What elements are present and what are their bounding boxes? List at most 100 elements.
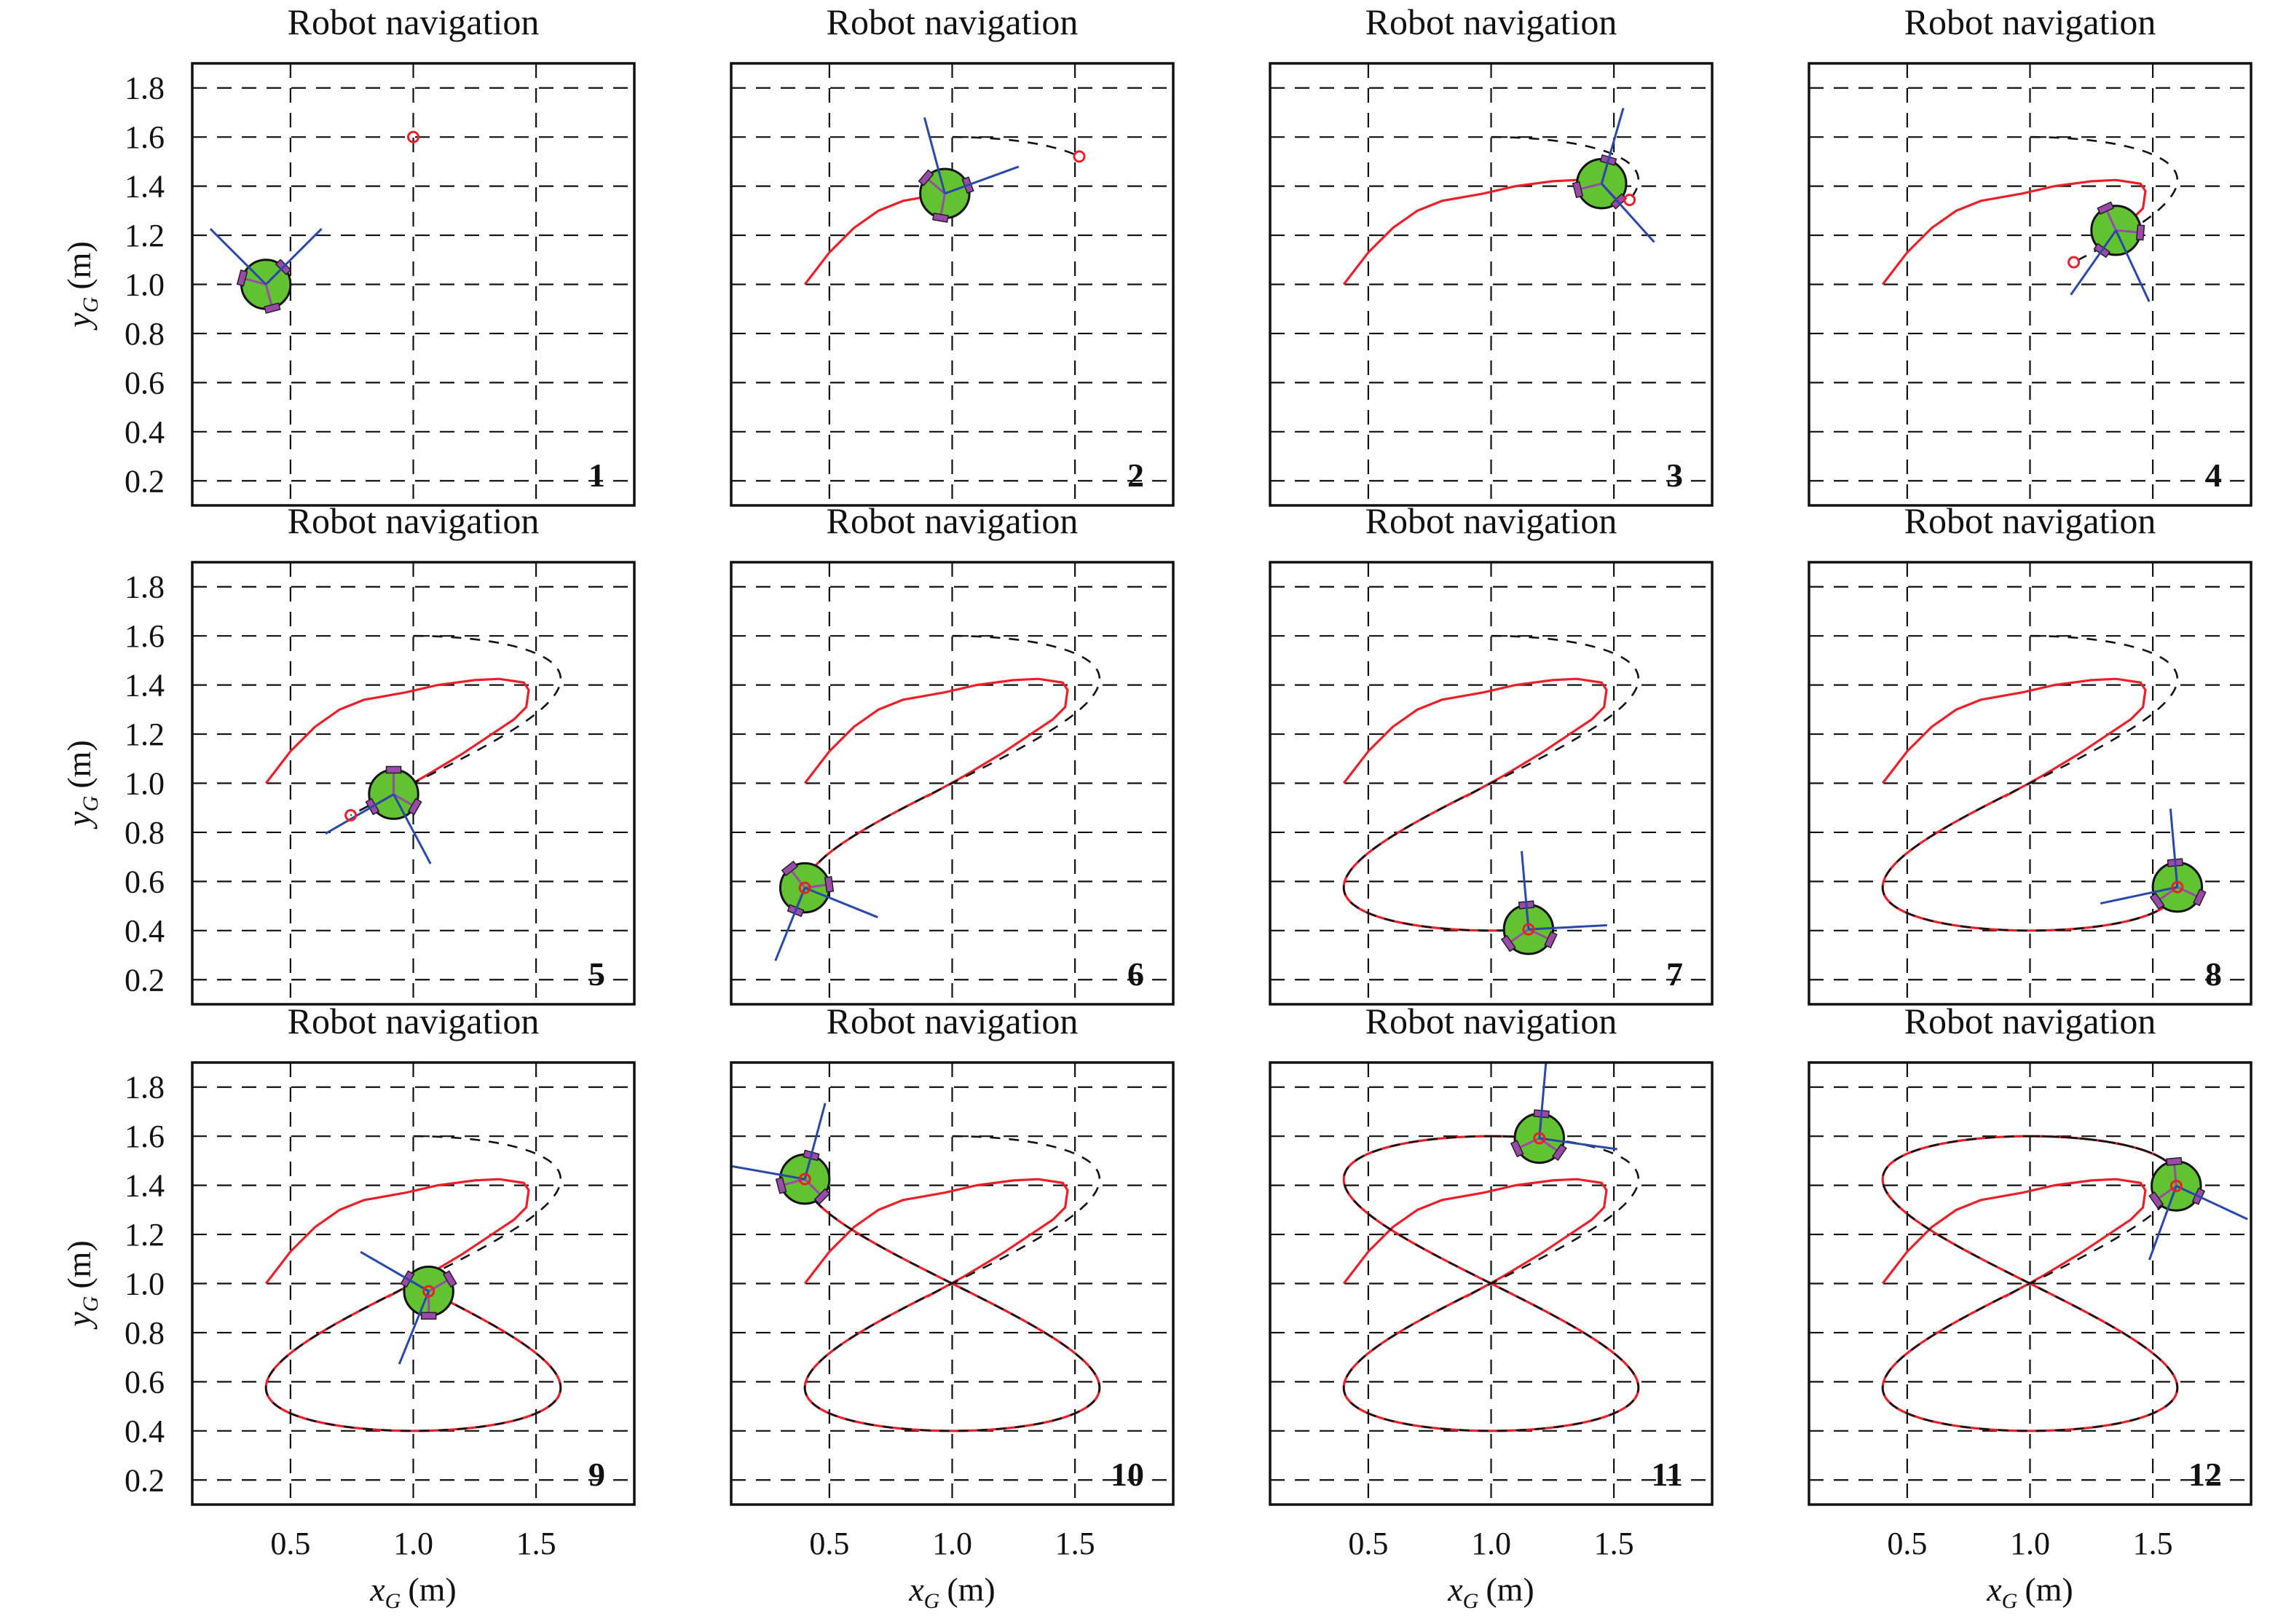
wheel xyxy=(775,1177,787,1194)
wheel xyxy=(813,1188,831,1205)
y-tick-label: 0.4 xyxy=(125,913,165,949)
panel-title: Robot navigation xyxy=(1904,1001,2156,1041)
robot-frame-axis xyxy=(1600,108,1625,184)
plot-area xyxy=(774,634,1101,961)
plot-frame xyxy=(1269,561,1714,1006)
wheel-spoke xyxy=(242,277,267,285)
reference-point-marker xyxy=(1073,150,1086,163)
panel-title: Robot navigation xyxy=(288,1001,540,1041)
x-axis-unit: (m) xyxy=(2025,1571,2073,1608)
plot-frame xyxy=(1269,1061,1714,1506)
y-tick-label: 0.2 xyxy=(125,962,165,998)
x-tick-label: 1.5 xyxy=(2133,1526,2173,1561)
plot-frame xyxy=(1269,62,1714,507)
robot-frame-axis xyxy=(1539,1137,1617,1151)
actual-trajectory-line xyxy=(1342,178,1602,285)
robot xyxy=(209,228,323,314)
reference-trajectory-line xyxy=(803,634,1101,888)
plot-frame xyxy=(1808,1061,2252,1506)
x-axis-unit: (m) xyxy=(408,1571,456,1608)
x-axis-label: xG (m) xyxy=(1986,1571,2073,1613)
robot xyxy=(918,117,1020,223)
y-tick-label: 1.0 xyxy=(125,267,165,303)
robot-frame-axis xyxy=(2070,229,2117,296)
reference-trajectory-line xyxy=(952,135,1080,158)
robot-frame-axis xyxy=(803,1103,827,1180)
reference-point-marker xyxy=(407,130,419,143)
y-tick-label: 1.4 xyxy=(125,668,165,703)
robot-frame-axis xyxy=(944,165,1020,195)
plot-area xyxy=(1342,634,1640,955)
reference-trajectory-line xyxy=(1881,1135,2179,1432)
panel-number: 10 xyxy=(1111,1456,1144,1493)
panel-number: 8 xyxy=(2205,955,2222,993)
y-axis-unit: (m) xyxy=(60,1240,98,1288)
reference-point-marker xyxy=(1522,923,1535,936)
wheel xyxy=(781,860,799,877)
wheel-spoke xyxy=(1577,182,1602,191)
reference-trajectory-line xyxy=(1491,135,1640,201)
wheel-spoke xyxy=(2116,229,2141,234)
y-tick-label: 1.0 xyxy=(125,766,165,802)
x-axis-var: x xyxy=(1447,1571,1463,1608)
y-tick-label: 1.2 xyxy=(125,717,165,752)
wheel xyxy=(420,1312,437,1320)
robot xyxy=(2100,808,2207,913)
panel-title: Robot navigation xyxy=(827,500,1079,541)
robot-frame-axis xyxy=(923,117,946,194)
panel-7: Robot navigation 7 xyxy=(1269,500,1714,1006)
x-tick-label: 0.5 xyxy=(809,1526,849,1561)
plot-frame xyxy=(191,1061,636,1506)
wheel xyxy=(2166,1156,2183,1167)
y-axis-label: yG (m) xyxy=(60,740,103,829)
x-axis-label: xG (m) xyxy=(369,1571,457,1613)
y-tick-label: 0.8 xyxy=(125,815,165,851)
robot-frame-axis xyxy=(1528,924,1607,931)
robot-frame-axis xyxy=(398,1290,430,1365)
reference-point-marker xyxy=(2171,880,2184,894)
robot-frame-axis xyxy=(1538,1063,1548,1139)
wheel xyxy=(236,269,248,287)
wheel xyxy=(442,1270,457,1288)
y-tick-label: 0.2 xyxy=(125,1462,165,1498)
panel-9: Robot navigation 0.2 0.4 0.6 0.8 1.0 1.2 1.4 1.6… xyxy=(60,1001,636,1613)
panel-number: 5 xyxy=(588,955,605,993)
panel-title: Robot navigation xyxy=(288,1,540,42)
y-axis-sub: G xyxy=(79,1296,103,1312)
y-tick-label: 1.8 xyxy=(125,71,165,106)
wheel xyxy=(1551,1143,1567,1162)
wheel xyxy=(2193,888,2207,907)
y-axis-var: y xyxy=(60,811,98,829)
reference-point-marker xyxy=(798,881,811,894)
robot-frame-axis xyxy=(804,886,878,918)
panel-number: 6 xyxy=(1127,955,1144,993)
robot xyxy=(1572,108,1655,243)
actual-trajectory-line xyxy=(1881,178,2147,285)
y-axis-sub: G xyxy=(79,296,103,312)
y-tick-label: 0.8 xyxy=(125,316,165,352)
y-axis-unit: (m) xyxy=(60,740,98,788)
robot xyxy=(325,765,432,864)
reference-trajectory-line xyxy=(350,634,562,816)
panel-10: Robot navigation 0.5 1.0 1.5 10 xG (m) xyxy=(730,1001,1175,1613)
actual-trajectory-line xyxy=(803,192,945,285)
wheel xyxy=(2135,224,2145,241)
wheel-spoke xyxy=(393,793,416,808)
panel-11: Robot navigation 0.5 1.0 1.5 11 xG (m) xyxy=(1269,1001,1714,1613)
reference-trajectory-line xyxy=(1342,634,1640,932)
robot-frame-axis xyxy=(2175,1185,2248,1221)
robot xyxy=(1500,851,1607,955)
robot-frame-axis xyxy=(774,887,806,961)
panel-number: 1 xyxy=(588,457,605,494)
reference-point-marker xyxy=(798,1172,811,1186)
y-tick-label: 0.6 xyxy=(125,365,165,401)
y-tick-label: 0.4 xyxy=(125,1414,165,1449)
panel-6: Robot navigation 6 xyxy=(730,500,1175,1006)
y-axis-label: yG (m) xyxy=(60,1240,103,1330)
panel-5: Robot navigation 0.2 0.4 0.6 0.8 1.0 1.2 1.4 1.6… xyxy=(60,500,636,1006)
wheel-spoke xyxy=(939,193,946,218)
y-tick-label: 1.4 xyxy=(125,1168,165,1204)
x-tick-label: 1.0 xyxy=(932,1526,972,1561)
panel-title: Robot navigation xyxy=(1365,1,1617,42)
x-axis-sub: G xyxy=(924,1589,940,1613)
